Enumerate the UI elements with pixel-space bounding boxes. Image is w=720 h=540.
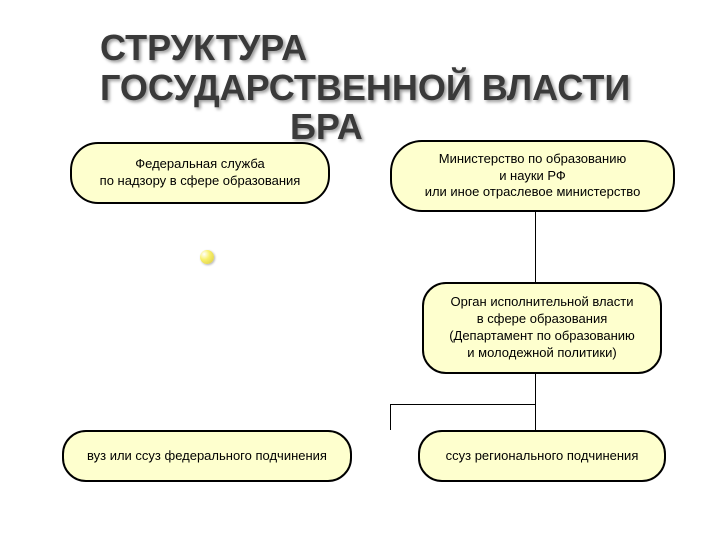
node-ministry: Министерство по образованиюи науки РФили… <box>390 140 675 212</box>
connector-0 <box>535 212 536 282</box>
node-ministry-line0: Министерство по образованию <box>439 151 626 168</box>
node-regional-ssuz-line0: ссуз регионального подчинения <box>446 448 639 465</box>
title-line2: ГОСУДАРСТВЕННОЙ ВЛАСТИ <box>100 68 630 108</box>
node-federal-service-line1: по надзору в сфере образования <box>100 173 301 190</box>
node-federal-service: Федеральная службапо надзору в сфере обр… <box>70 142 330 204</box>
connector-3 <box>390 404 391 430</box>
node-federal-service-line0: Федеральная служба <box>135 156 264 173</box>
connector-1 <box>535 374 536 404</box>
bullet-0 <box>200 250 214 264</box>
connector-2 <box>390 404 536 405</box>
node-ministry-line2: или иное отраслевое министерство <box>425 184 641 201</box>
node-regional-ssuz: ссуз регионального подчинения <box>418 430 666 482</box>
connector-4 <box>535 404 536 430</box>
node-executive-body-line1: в сфере образования <box>477 311 608 328</box>
node-executive-body-line0: Орган исполнительной власти <box>451 294 634 311</box>
node-ministry-line1: и науки РФ <box>499 168 566 185</box>
node-executive-body-line2: (Департамент по образованию <box>449 328 635 345</box>
title-line1: СТРУКТУРА <box>100 28 630 68</box>
node-federal-vuz: вуз или ссуз федерального подчинения <box>62 430 352 482</box>
node-federal-vuz-line0: вуз или ссуз федерального подчинения <box>87 448 327 465</box>
slide-title: СТРУКТУРА ГОСУДАРСТВЕННОЙ ВЛАСТИ БРА <box>100 28 630 147</box>
node-executive-body-line3: и молодежной политики) <box>467 345 616 362</box>
node-executive-body: Орган исполнительной властив сфере образ… <box>422 282 662 374</box>
